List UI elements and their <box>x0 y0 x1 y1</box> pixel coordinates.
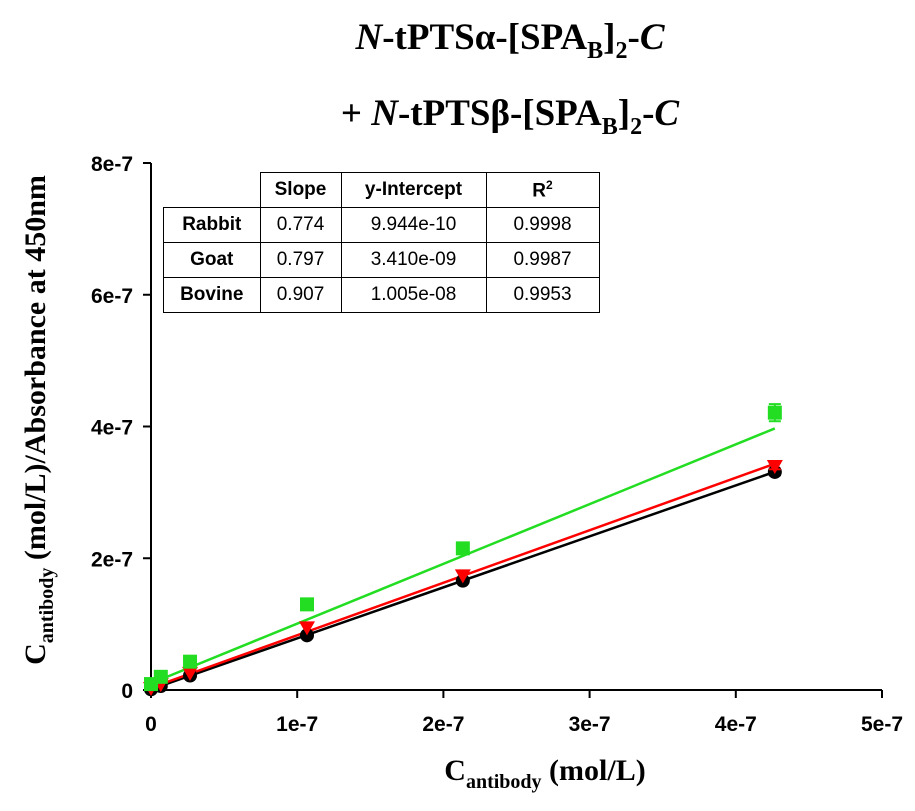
table-row: Goat 0.797 3.410e-09 0.9987 <box>163 242 600 278</box>
fit-lines <box>150 427 776 691</box>
title1-sub2: 2 <box>615 38 628 64</box>
cell-intercept: 1.005e-08 <box>340 277 487 313</box>
title1-sub: B <box>587 38 604 64</box>
chart-title-line-2: + N-tPTSβ-[SPAB]2-C <box>0 92 915 141</box>
row-label-rabbit: Rabbit <box>163 207 261 243</box>
header-r2: R2 <box>485 172 600 208</box>
y-tick-label: 2e-7 <box>91 548 133 571</box>
ticks: 0 1e-7 2e-7 3e-7 4e-7 5e-7 0 2e-7 4e-7 6e-7 8e-7 <box>91 153 903 736</box>
title1-suffix: C <box>639 17 665 58</box>
cell-r2: 0.9987 <box>485 242 600 278</box>
row-label-bovine: Bovine <box>163 277 261 313</box>
y-tick-label: 0 <box>121 680 133 703</box>
y-tick-label: 8e-7 <box>91 153 133 176</box>
x-tick-label: 2e-7 <box>422 713 464 736</box>
title2-mid: -tPTSβ-[SPA <box>397 93 602 134</box>
cell-slope: 0.797 <box>259 242 342 278</box>
data-points <box>143 403 783 697</box>
data-point-triangle <box>454 569 471 584</box>
data-point-square <box>299 597 314 612</box>
x-tick-label: 0 <box>145 713 157 736</box>
title1-close: ] <box>603 17 616 58</box>
title2-prefix: N <box>371 93 398 134</box>
title1-prefix: N <box>355 17 383 58</box>
title2-close: ] <box>617 93 631 134</box>
data-point-square <box>153 669 168 684</box>
cell-slope: 0.907 <box>259 277 342 313</box>
table-row: Bovine 0.907 1.005e-08 0.9953 <box>163 277 600 313</box>
title1-dash: - <box>627 17 640 58</box>
fit-line-series-3 <box>150 427 776 685</box>
x-tick-label: 4e-7 <box>715 713 757 736</box>
x-axis-title: Cantibody (mol/L) <box>444 754 645 793</box>
cell-r2: 0.9953 <box>485 277 600 313</box>
x-tick-label: 3e-7 <box>569 713 611 736</box>
data-point-triangle <box>182 666 199 681</box>
header-slope: Slope <box>259 172 342 208</box>
title2-suffix: C <box>654 93 680 134</box>
data-point-square <box>183 654 198 669</box>
y-axis-title: Cantibody (mol/L)/Absorbance at 450nm <box>19 175 58 665</box>
chart-title-line-1: N-tPTSα-[SPAB]2-C <box>0 16 915 65</box>
x-tick-label: 5e-7 <box>861 713 903 736</box>
data-point-triangle <box>766 460 783 475</box>
data-point-triangle <box>298 621 315 636</box>
y-tick-label: 6e-7 <box>91 285 133 308</box>
title2-sub2: 2 <box>630 114 643 140</box>
header-intercept: y-Intercept <box>340 172 487 208</box>
title2-lead: + <box>340 93 372 134</box>
cell-intercept: 9.944e-10 <box>340 207 487 243</box>
regression-stats-table: Slope y-Intercept R2 Rabbit 0.774 9.944e… <box>163 172 600 313</box>
cell-r2: 0.9998 <box>485 207 600 243</box>
row-label-goat: Goat <box>163 242 261 278</box>
title1-mid: -tPTSα-[SPA <box>382 17 588 58</box>
title2-sub: B <box>601 114 618 140</box>
cell-intercept: 3.410e-09 <box>340 242 487 278</box>
table-corner-cell <box>163 172 261 208</box>
title2-dash: - <box>642 93 655 134</box>
x-tick-label: 1e-7 <box>276 713 318 736</box>
cell-slope: 0.774 <box>259 207 342 243</box>
data-point-square <box>455 541 470 556</box>
table-row: Rabbit 0.774 9.944e-10 0.9998 <box>163 207 600 243</box>
data-point-square <box>767 405 782 420</box>
table-header-row: Slope y-Intercept R2 <box>163 172 600 208</box>
y-tick-label: 4e-7 <box>91 417 133 440</box>
